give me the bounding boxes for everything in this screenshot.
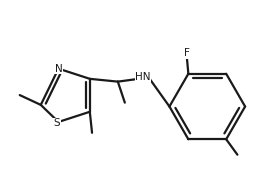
Text: N: N — [55, 64, 62, 74]
Text: S: S — [54, 118, 60, 128]
Text: HN: HN — [135, 72, 151, 83]
Text: F: F — [184, 48, 190, 58]
